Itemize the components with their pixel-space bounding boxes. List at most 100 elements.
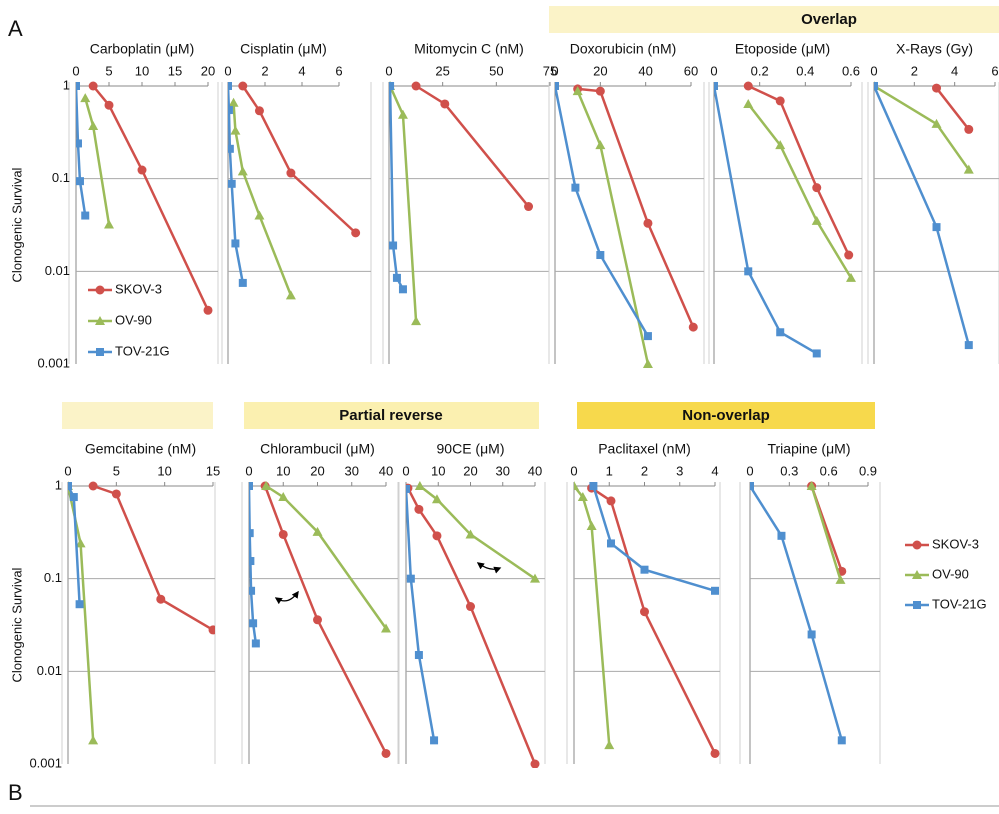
marker	[381, 623, 391, 633]
marker	[812, 183, 822, 193]
marker	[254, 210, 265, 220]
series-line	[406, 488, 436, 741]
plot-area	[68, 481, 215, 745]
series-line	[241, 85, 357, 234]
marker	[643, 218, 653, 228]
marker	[251, 639, 260, 648]
panel-title: 90CE (μM)	[437, 441, 505, 457]
marker	[104, 100, 114, 110]
x-tick-label: 10	[157, 463, 171, 478]
group-band	[577, 402, 875, 429]
marker	[586, 521, 597, 531]
group-band	[62, 402, 213, 429]
marker	[776, 328, 785, 337]
marker	[710, 748, 720, 758]
x-tick-label: 10	[276, 463, 290, 478]
series-line	[590, 487, 717, 754]
x-tick-label: 0	[224, 63, 231, 78]
marker	[254, 106, 264, 116]
group-band	[244, 402, 539, 429]
marker	[68, 482, 72, 490]
marker	[228, 97, 239, 107]
marker	[777, 531, 786, 540]
marker	[642, 359, 653, 368]
plot-area	[389, 81, 534, 326]
arrow	[476, 562, 502, 574]
x-tick-label: 60	[684, 63, 698, 78]
x-tick-label: 0	[746, 463, 753, 478]
marker	[806, 481, 817, 490]
panel-title: X-Rays (Gy)	[896, 41, 973, 57]
marker	[432, 531, 442, 541]
marker	[88, 481, 98, 491]
marker	[931, 118, 942, 128]
marker	[137, 165, 147, 175]
marker	[835, 574, 846, 584]
series-line	[263, 485, 388, 755]
marker	[249, 482, 253, 490]
y-tick-label: 0.1	[52, 170, 70, 185]
marker	[530, 759, 540, 768]
marker	[313, 615, 322, 625]
marker	[571, 183, 580, 192]
marker	[95, 316, 105, 325]
marker	[80, 93, 91, 103]
x-tick-label: 0.6	[820, 463, 838, 478]
marker	[807, 630, 816, 639]
x-tick-label: 4	[951, 63, 958, 78]
x-tick-label: 0	[385, 63, 392, 78]
marker	[465, 529, 476, 539]
x-tick-label: 0.3	[780, 463, 798, 478]
marker	[351, 228, 361, 238]
marker	[555, 82, 559, 90]
plot-area	[555, 82, 698, 368]
marker	[964, 124, 974, 134]
plot-area	[228, 81, 361, 300]
marker	[932, 223, 941, 232]
series-line	[92, 85, 210, 311]
y-tick-label: 0.01	[45, 263, 70, 278]
series-line	[419, 485, 536, 580]
series-line	[874, 84, 970, 171]
x-tick-label: 20	[593, 63, 607, 78]
y-tick-label: 1	[63, 77, 70, 92]
marker	[874, 82, 878, 90]
marker	[76, 177, 84, 186]
series-line	[92, 484, 214, 631]
x-tick-label: 5	[105, 63, 112, 78]
series-line	[76, 85, 87, 216]
panel-title: Carboplatin (μM)	[90, 41, 195, 57]
x-tick-label: 15	[206, 463, 220, 478]
marker	[285, 290, 296, 300]
x-tick-label: 0	[570, 463, 577, 478]
plot-area	[76, 81, 213, 315]
marker	[88, 735, 99, 745]
marker	[389, 82, 395, 90]
marker	[640, 607, 649, 617]
marker	[714, 82, 718, 90]
x-tick-label: 0	[710, 63, 717, 78]
marker	[414, 481, 425, 490]
plot-area	[574, 481, 720, 758]
marker	[76, 139, 82, 148]
marker	[846, 272, 856, 282]
marker	[964, 341, 973, 350]
marker	[249, 619, 258, 628]
x-tick-label: 6	[991, 63, 998, 78]
y-tick-label: 1	[55, 477, 62, 492]
marker	[286, 168, 296, 178]
marker	[913, 601, 921, 609]
marker	[812, 349, 821, 358]
marker	[750, 482, 754, 490]
plot-area	[406, 481, 540, 768]
marker	[743, 98, 754, 108]
marker	[431, 494, 442, 504]
marker	[398, 285, 407, 294]
marker	[397, 109, 408, 119]
marker	[278, 492, 289, 502]
marker	[230, 125, 241, 135]
plot-area	[874, 81, 974, 350]
panel-title: Etoposide (μM)	[735, 41, 830, 57]
y-axis-label: Clonogenic Survival	[9, 167, 24, 282]
